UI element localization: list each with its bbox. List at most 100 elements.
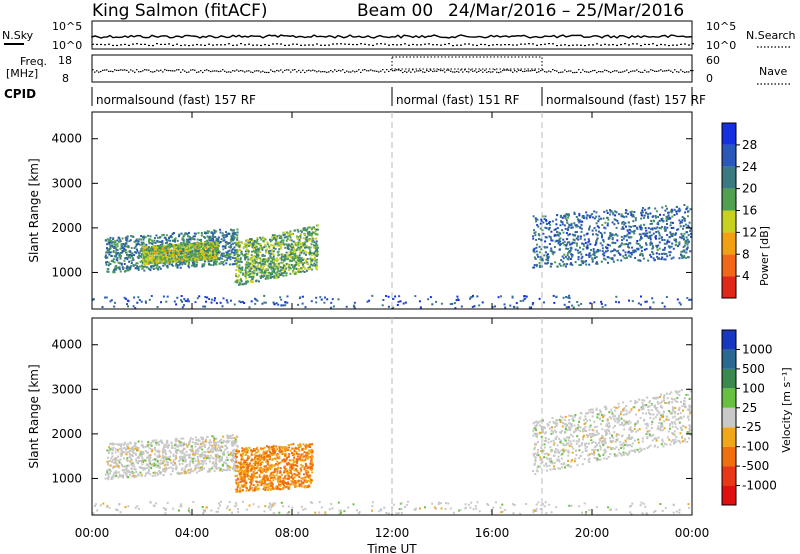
echo-cell — [681, 235, 684, 238]
echo-cell — [174, 264, 177, 267]
echo-cell — [282, 253, 285, 256]
echo-cell — [635, 242, 638, 245]
echo-cell — [451, 302, 454, 305]
echo-cell — [183, 452, 186, 455]
echo-cell — [588, 263, 591, 266]
echo-cell — [104, 296, 107, 299]
echo-cell — [644, 232, 647, 235]
echo-cell — [148, 246, 151, 249]
echo-cell — [613, 242, 616, 244]
echo-cell — [642, 257, 645, 260]
echo-cell — [215, 257, 217, 259]
echo-cell — [206, 257, 209, 260]
echo-cell — [225, 241, 228, 244]
echo-cell — [114, 243, 117, 246]
freq-dot — [196, 71, 198, 73]
echo-cell — [113, 443, 116, 446]
echo-cell — [531, 303, 534, 306]
freq-dot — [450, 70, 452, 72]
echo-cell — [180, 232, 183, 235]
echo-cell — [563, 303, 566, 306]
echo-cell — [260, 274, 263, 277]
echo-cell — [148, 242, 151, 245]
echo-cell — [687, 234, 690, 237]
beam-label: Beam 00 — [357, 1, 433, 21]
echo-cell — [136, 250, 139, 253]
echo-cell — [519, 300, 522, 302]
echo-cell — [205, 462, 208, 465]
freq-dot — [430, 69, 432, 71]
echo-cell — [222, 441, 225, 444]
echo-cell — [174, 237, 177, 240]
echo-cell — [581, 220, 584, 223]
echo-cell — [601, 224, 604, 226]
freq-dot — [622, 71, 624, 73]
echo-cell — [172, 264, 174, 267]
echo-cell — [256, 258, 258, 261]
echo-cell — [167, 244, 170, 247]
echo-cell — [633, 230, 635, 233]
echo-cell — [554, 240, 557, 243]
freq-dot — [272, 70, 274, 72]
echo-cell — [116, 242, 119, 245]
echo-cell — [178, 440, 181, 443]
echo-cell — [265, 274, 268, 277]
echo-cell — [169, 239, 172, 242]
echo-cell — [132, 264, 135, 267]
echo-cell — [581, 216, 584, 219]
echo-cell — [157, 252, 160, 255]
echo-cell — [114, 240, 117, 243]
echo-cell — [231, 235, 234, 238]
echo-cell — [576, 231, 578, 233]
echo-cell — [559, 240, 562, 243]
echo-cell — [613, 254, 616, 257]
echo-cell — [260, 263, 263, 266]
echo-cell — [200, 234, 203, 237]
echo-cell — [189, 248, 192, 251]
echo-cell — [269, 238, 271, 241]
echo-cell — [585, 217, 588, 220]
echo-cell — [542, 232, 545, 235]
echo-cell — [178, 442, 181, 445]
echo-cell — [577, 252, 580, 254]
echo-cell — [182, 261, 185, 264]
freq-dot — [490, 71, 492, 73]
echo-cell — [535, 220, 538, 223]
echo-cell — [657, 257, 660, 260]
freq-dot — [604, 69, 606, 71]
freq-dot — [326, 71, 328, 73]
echo-cell — [248, 306, 251, 309]
echo-cell — [164, 242, 167, 245]
echo-cell — [275, 265, 278, 268]
echo-cell — [663, 248, 666, 251]
echo-cell — [117, 444, 120, 447]
echo-cell — [290, 246, 293, 249]
echo-cell — [655, 235, 657, 238]
echo-cell — [175, 444, 178, 447]
echo-cell — [669, 251, 672, 254]
echo-cell — [644, 208, 647, 211]
echo-cell — [113, 458, 116, 461]
echo-cell — [233, 254, 236, 257]
freq-dot — [506, 69, 508, 71]
echo-cell — [600, 302, 603, 305]
freq-dot — [442, 69, 444, 72]
echo-cell — [208, 245, 211, 248]
echo-cell — [144, 445, 147, 448]
echo-cell — [296, 244, 299, 247]
echo-cell — [556, 231, 559, 233]
echo-cell — [226, 434, 229, 437]
echo-cell — [565, 232, 568, 235]
echo-cell — [683, 217, 686, 220]
echo-cell — [183, 244, 186, 247]
echo-cell — [188, 231, 190, 234]
freq-dot — [300, 71, 302, 73]
echo-cell — [250, 244, 253, 247]
cpid-segment-label: normal (fast) 151 RF — [396, 93, 520, 107]
echo-cell — [208, 263, 211, 265]
echo-cell — [125, 240, 128, 242]
echo-cell — [153, 262, 156, 265]
echo-cell — [176, 264, 178, 267]
echo-cell — [623, 216, 626, 219]
